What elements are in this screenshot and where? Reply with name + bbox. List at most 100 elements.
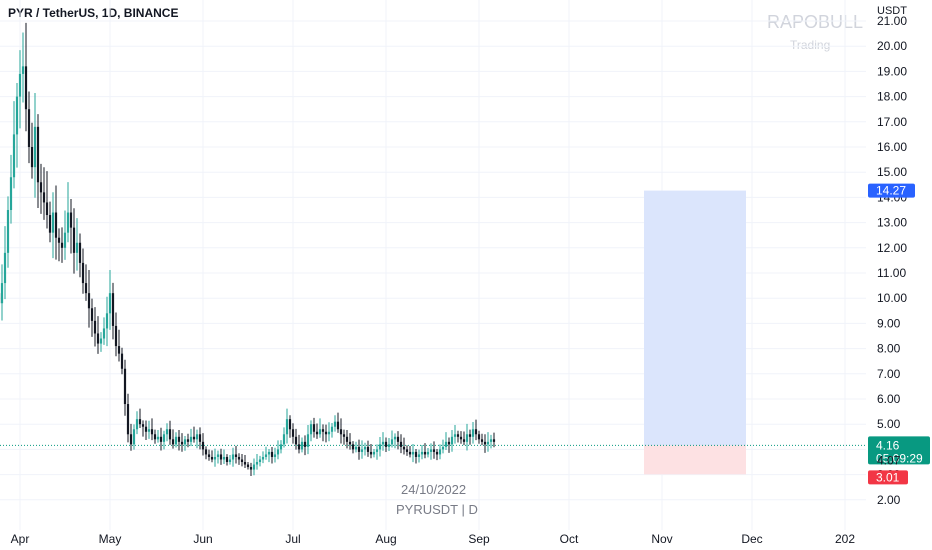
candle-body [114, 325, 118, 347]
candle-body [186, 439, 190, 442]
candle-body [339, 429, 343, 435]
candle-body [153, 434, 157, 440]
candle-body [228, 459, 232, 462]
candle-body [135, 419, 139, 430]
candle-body [225, 456, 229, 462]
candle-body [234, 454, 238, 457]
candle-body [324, 431, 328, 435]
candle-body [381, 441, 385, 445]
x-tick-label: Jul [285, 532, 300, 546]
candle-body [120, 353, 124, 369]
y-tick-label: 16.00 [877, 140, 907, 154]
candle-body [6, 210, 10, 253]
candle-body [417, 454, 421, 457]
candle-body [180, 441, 184, 445]
candle-body [33, 126, 37, 168]
candle-body [402, 446, 406, 450]
candle-body [99, 338, 103, 344]
candle-body [183, 439, 187, 445]
candle-body [162, 434, 166, 442]
y-tick-label: 11.00 [877, 266, 906, 280]
chart-title: PYR / TetherUS, 1D, BINANCE [8, 6, 179, 20]
candle-body [291, 429, 295, 437]
candle-body [42, 192, 46, 203]
candle-body [312, 424, 316, 432]
candle-body [432, 449, 436, 452]
candle-body [198, 434, 202, 442]
candle-body [18, 73, 22, 97]
y-tick-label: 9.00 [877, 316, 901, 330]
candle-body [471, 429, 475, 437]
candle-body [378, 444, 382, 450]
candle-body [12, 134, 16, 178]
candle-body [384, 441, 388, 447]
candle-body [144, 426, 148, 432]
watermark-subtitle: Trading [790, 38, 831, 52]
last-price-tag [868, 436, 930, 465]
candle-body [444, 441, 448, 447]
candle-body [57, 237, 61, 243]
candle-body [267, 451, 271, 455]
candle-body [210, 456, 214, 460]
x-tick-label: 202 [835, 532, 855, 546]
y-tick-label: 19.00 [877, 64, 907, 78]
candle-body [363, 446, 367, 450]
candle-body [138, 419, 142, 425]
candle-body [216, 454, 220, 457]
candle-body [297, 444, 301, 450]
candle-body [177, 436, 181, 442]
candle-body [78, 242, 82, 263]
candle-body [387, 444, 391, 447]
candle-body [336, 421, 340, 430]
candle-body [105, 313, 109, 329]
candle-body [414, 451, 418, 457]
candle-body [243, 462, 247, 465]
candle-body [102, 328, 106, 339]
candle-body [237, 456, 241, 460]
candle-body [345, 436, 349, 442]
x-tick-label: Jun [193, 532, 212, 546]
candle-body [81, 262, 85, 284]
candle-body [309, 424, 313, 435]
candle-body [447, 441, 451, 445]
candle-body [159, 436, 163, 442]
x-tick-label: Apr [11, 532, 30, 546]
candle-body [111, 293, 115, 326]
candle-body [258, 459, 262, 462]
candle-body [459, 436, 463, 440]
price-label: 4.07 [877, 454, 901, 468]
candle-body [438, 449, 442, 455]
candle-body [219, 454, 223, 460]
target-price-text: 14.27 [876, 184, 906, 198]
candle-body [279, 444, 283, 450]
y-tick-label: 12.00 [877, 241, 907, 255]
candle-body [51, 212, 55, 233]
candle-body [429, 449, 433, 452]
candle-body [0, 283, 4, 304]
candle-body [450, 436, 454, 445]
candle-body [462, 439, 466, 442]
candle-body [426, 451, 430, 455]
candle-body [303, 441, 307, 447]
candle-body [477, 434, 481, 440]
x-tick-label: Sep [468, 532, 490, 546]
candle-body [231, 454, 235, 460]
candle-body [87, 293, 91, 309]
candle-body [66, 212, 70, 233]
candle-body [21, 66, 25, 74]
candle-body [39, 182, 43, 193]
stop-price-tag [868, 470, 908, 485]
candle-body [252, 464, 256, 470]
candle-body [75, 242, 79, 253]
candle-body [132, 429, 136, 445]
candle-body [396, 436, 400, 442]
x-tick-label: Dec [741, 532, 762, 546]
symbol-interval-label: PYRUSDT | D [396, 502, 478, 517]
candle-body [435, 451, 439, 455]
candle-body [30, 147, 34, 168]
candle-body [351, 444, 355, 450]
candle-body [165, 429, 169, 435]
candle-body [261, 456, 265, 460]
candle-body [342, 434, 346, 437]
